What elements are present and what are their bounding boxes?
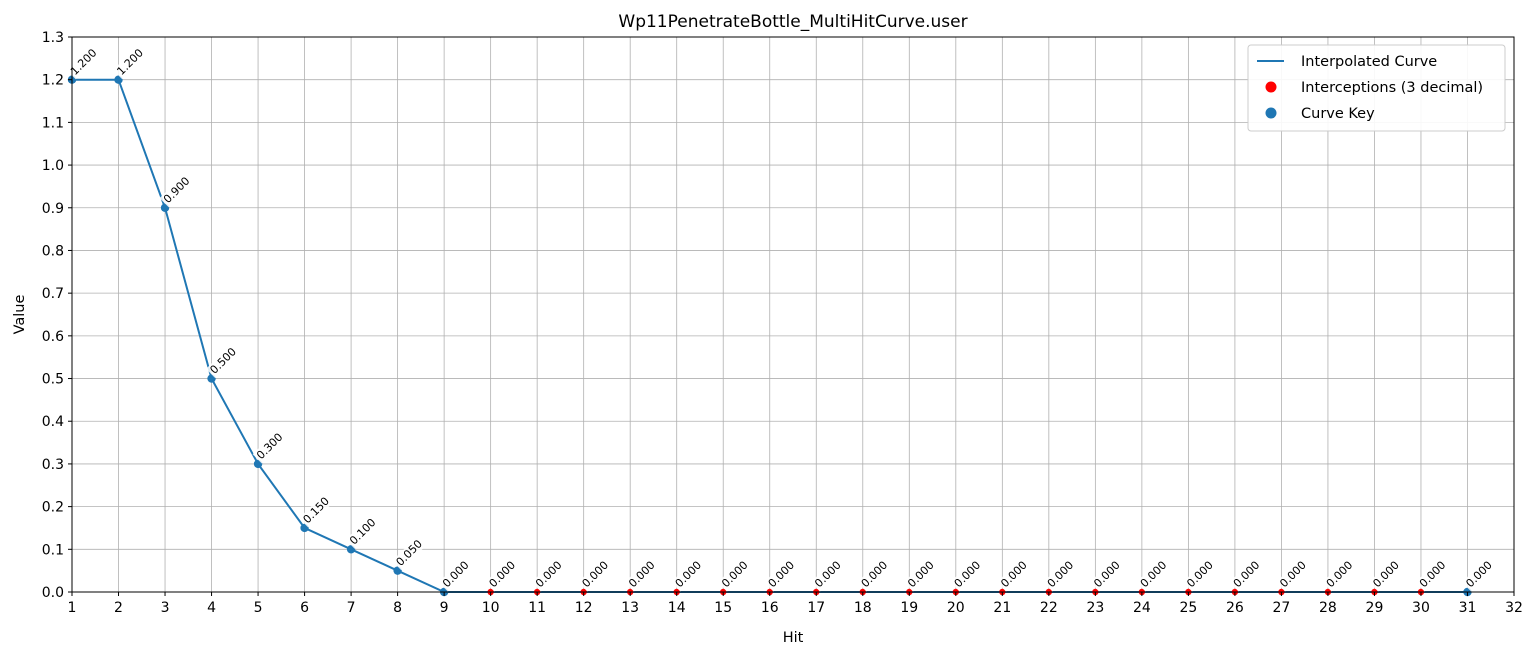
data-label-bg (996, 556, 1032, 592)
x-tick-label: 25 (1179, 600, 1197, 616)
data-label-bg (438, 556, 474, 592)
y-tick-label: 0.1 (42, 542, 64, 558)
x-tick-label: 3 (161, 600, 170, 616)
x-tick-label: 32 (1505, 600, 1523, 616)
y-tick-label: 1.0 (42, 158, 64, 174)
x-tick-label: 22 (1040, 600, 1058, 616)
x-tick-label: 20 (947, 600, 965, 616)
plot-frame (71, 36, 1515, 593)
data-label-bg (1182, 556, 1218, 592)
data-label-bg (1136, 556, 1172, 592)
legend-marker-swatch (1265, 107, 1277, 119)
x-tick-label: 30 (1412, 600, 1430, 616)
y-tick-label: 1.1 (42, 115, 64, 131)
x-tick-label: 23 (1086, 600, 1104, 616)
x-tick-label: 31 (1459, 600, 1477, 616)
x-tick-label: 2 (114, 600, 123, 616)
x-tick-label: 14 (668, 600, 686, 616)
x-tick-label: 1 (68, 600, 77, 616)
x-tick-label: 21 (993, 600, 1011, 616)
data-label-bg (671, 556, 706, 592)
y-tick-label: 0.9 (42, 201, 64, 217)
legend-entry-label: Interpolated Curve (1301, 54, 1437, 70)
x-tick-label: 19 (900, 600, 918, 616)
data-label-bg (159, 172, 195, 208)
data-label-bg (810, 556, 846, 592)
x-tick-label: 29 (1366, 600, 1384, 616)
data-label-bg (1043, 556, 1079, 592)
legend-box (1247, 44, 1506, 132)
x-tick-label: 7 (347, 600, 356, 616)
data-label-bg (624, 556, 660, 592)
x-tick-label: 18 (854, 600, 872, 616)
data-label-bg (1415, 556, 1451, 592)
x-tick-label: 17 (807, 600, 825, 616)
data-label-bg (1229, 556, 1265, 592)
x-tick-label: 16 (761, 600, 779, 616)
data-label-bg (764, 556, 799, 592)
axis-ticks: 1 2 3 4 5 6 7 8 9 10 11 12 13 14 15 16 17 18 19 20 21 22 23 24 2… (42, 30, 1523, 616)
data-label-bg (857, 556, 892, 592)
y-tick-label: 0.8 (42, 243, 64, 259)
data-label-bg (66, 44, 102, 80)
data-label-bg (392, 535, 427, 571)
legend-marker-swatch (1265, 81, 1277, 93)
data-label-bg (578, 556, 613, 592)
data-label-bg (252, 428, 288, 464)
legend-entry-label: Interceptions (3 decimal) (1301, 80, 1483, 96)
x-tick-label: 11 (528, 600, 546, 616)
y-axis-label: Value (12, 295, 28, 335)
data-label-bg (531, 556, 567, 592)
x-tick-label: 9 (440, 600, 449, 616)
x-axis-label: Hit (783, 630, 804, 646)
y-tick-label: 1.3 (42, 30, 64, 46)
y-tick-label: 0.0 (42, 585, 64, 601)
data-label-bg (1322, 556, 1358, 592)
data-label-bg (903, 556, 939, 592)
x-tick-label: 12 (575, 600, 593, 616)
y-tick-label: 0.2 (42, 500, 64, 516)
chart-title: Wp11PenetrateBottle_MultiHitCurve.user (618, 12, 967, 32)
data-label-bg (717, 556, 753, 592)
legend-entry-label: Curve Key (1301, 106, 1375, 122)
x-tick-label: 13 (621, 600, 639, 616)
x-tick-label: 26 (1226, 600, 1244, 616)
data-label-bg (113, 44, 148, 80)
x-tick-label: 27 (1273, 600, 1291, 616)
data-label-bg (299, 492, 334, 528)
data-label-bg (1089, 556, 1125, 592)
data-label-bg (345, 514, 381, 549)
x-tick-label: 15 (714, 600, 732, 616)
legend: Interpolated Curve Interceptions (3 decim… (1247, 44, 1506, 132)
y-tick-label: 0.7 (42, 286, 64, 302)
data-label-bg (1461, 556, 1497, 592)
x-tick-label: 8 (393, 600, 402, 616)
x-tick-label: 28 (1319, 600, 1337, 616)
data-label-bg (1368, 556, 1404, 592)
x-tick-label: 5 (254, 600, 263, 616)
data-label-bg (206, 343, 241, 379)
y-tick-label: 0.6 (42, 329, 64, 345)
x-tick-label: 6 (300, 600, 309, 616)
x-tick-label: 4 (207, 600, 216, 616)
data-label-bg (485, 556, 520, 592)
x-tick-label: 10 (482, 600, 500, 616)
data-label-bg (1275, 556, 1311, 592)
y-tick-label: 0.4 (42, 414, 64, 430)
y-tick-label: 0.3 (42, 457, 64, 473)
x-tick-label: 24 (1133, 600, 1151, 616)
y-tick-label: 0.5 (42, 372, 64, 388)
y-tick-label: 1.2 (42, 73, 64, 89)
data-label-bg (950, 556, 985, 592)
